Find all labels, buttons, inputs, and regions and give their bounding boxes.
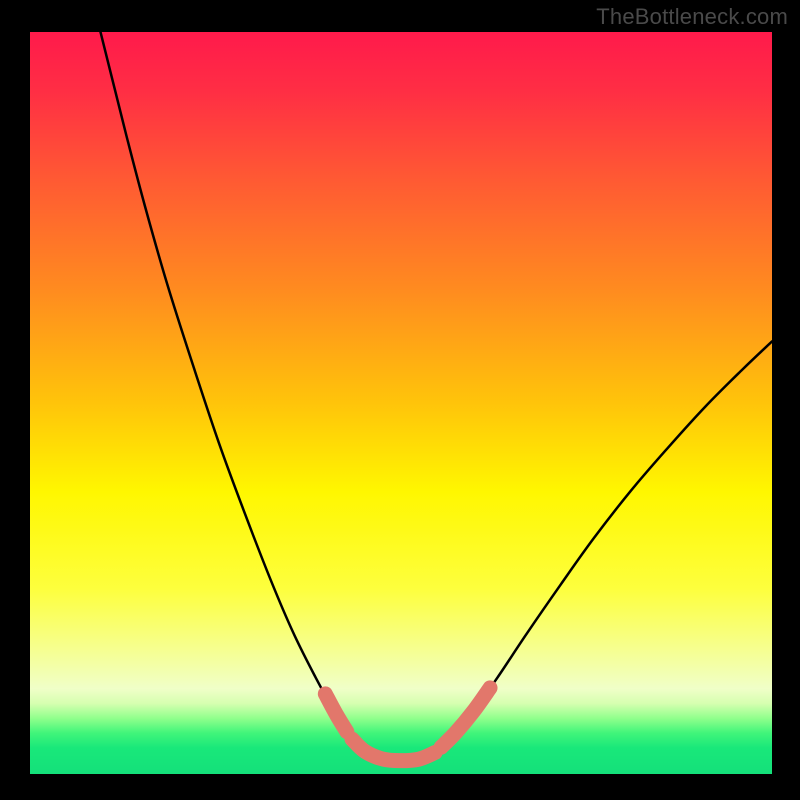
plot-area <box>30 32 772 774</box>
gradient-background <box>30 32 772 774</box>
chart-frame: TheBottleneck.com <box>0 0 800 800</box>
chart-svg <box>30 32 772 774</box>
watermark-text: TheBottleneck.com <box>596 4 788 30</box>
